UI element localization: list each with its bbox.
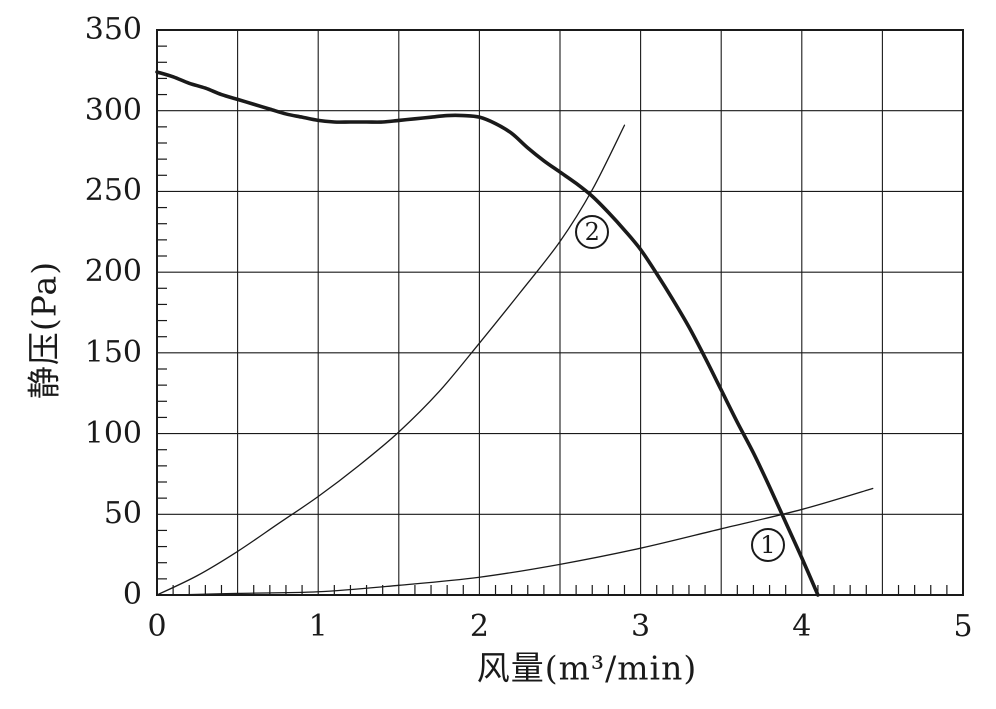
x-tick-label: 1	[308, 609, 328, 644]
x-tick-label: 3	[631, 609, 651, 644]
y-tick-label: 200	[84, 254, 142, 290]
y-tick-label: 300	[84, 92, 142, 128]
y-tick-label: 100	[84, 415, 142, 451]
y-tick-label: 150	[84, 334, 142, 370]
system-resistance-curve-2	[156, 124, 626, 596]
y-tick-label: 0	[122, 577, 142, 612]
curve-1-label: 1	[750, 527, 785, 562]
y-tick-label: 50	[103, 496, 142, 532]
y-axis-title: 静压(Pa)	[24, 260, 64, 400]
fan-performance-curve	[155, 70, 820, 597]
system-resistance-curve-1	[172, 487, 874, 596]
y-tick-label: 350	[84, 12, 142, 47]
plot-frame	[156, 29, 964, 596]
x-tick-label: 2	[469, 609, 489, 644]
curve-2-label: 2	[575, 214, 610, 249]
x-tick-label: 5	[953, 609, 973, 644]
x-axis-title: 风量(m³/min)	[476, 648, 698, 688]
y-tick-label: 250	[84, 173, 142, 209]
x-tick-label: 0	[147, 609, 167, 644]
x-tick-label: 4	[792, 609, 812, 644]
